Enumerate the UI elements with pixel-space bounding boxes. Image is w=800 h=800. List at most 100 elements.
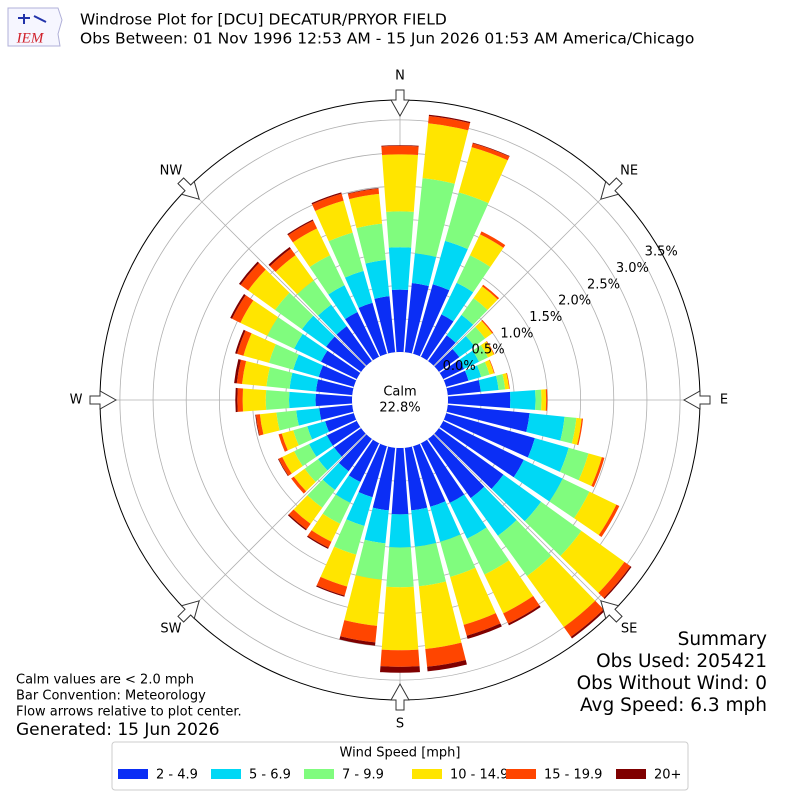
bar-segment	[316, 576, 348, 596]
bar-segment	[234, 359, 241, 384]
direction-label: SW	[160, 622, 181, 637]
bar-segment	[325, 413, 357, 432]
bar-segment	[381, 586, 419, 651]
bar-segment	[287, 219, 314, 236]
bar-segment	[414, 178, 455, 258]
generated: Generated: 15 Jun 2026	[16, 720, 220, 740]
flow-arrow	[177, 177, 200, 200]
note-line: Calm values are < 2.0 mph	[16, 673, 194, 688]
flow-arrow	[390, 682, 410, 711]
bar-segment	[560, 416, 577, 444]
bar-segment	[237, 330, 252, 356]
bar-segment	[430, 501, 461, 542]
legend-swatch	[616, 769, 646, 779]
bar-segment	[318, 365, 357, 387]
bar-segment	[319, 404, 354, 420]
bar-segment	[344, 270, 373, 308]
bar-segment	[481, 284, 500, 300]
legend-swatch	[211, 769, 241, 779]
bar-segment	[309, 255, 345, 295]
bar-segment	[563, 600, 604, 637]
calm-value: 22.8%	[379, 401, 420, 416]
r-tick-label: 2.5%	[587, 277, 620, 292]
bar-segment	[571, 417, 582, 445]
legend-swatch	[506, 769, 536, 779]
bar-segment	[447, 391, 511, 409]
bar-segment	[336, 326, 372, 366]
bar-segment	[446, 380, 481, 396]
bar-segment	[307, 535, 329, 549]
bar-segment	[328, 285, 358, 320]
bar-segment	[502, 373, 510, 390]
bar-segment	[445, 192, 489, 250]
bar-segment	[526, 413, 565, 441]
bar-segment	[365, 259, 390, 299]
bar-segment	[346, 492, 373, 526]
bar-segment	[243, 333, 276, 363]
direction-label: NW	[160, 163, 183, 178]
bar-segment	[267, 317, 303, 349]
r-tick-label: 1.5%	[529, 310, 562, 325]
bar-segment	[288, 220, 318, 243]
bar-segment	[481, 319, 494, 334]
bar-segment	[317, 304, 347, 335]
bar-segment	[318, 447, 342, 471]
bar-segment	[389, 514, 411, 548]
bar-segment	[356, 223, 386, 264]
bar-segment	[434, 348, 460, 372]
bar-segment	[578, 453, 602, 487]
bar-segment	[328, 232, 364, 278]
bar-segment	[364, 507, 389, 544]
bar-segment	[281, 430, 299, 451]
bar-segment	[348, 439, 380, 483]
grid-spoke	[433, 433, 613, 613]
bar-segment	[446, 404, 530, 432]
bar-segment	[465, 326, 486, 347]
bar-segment	[467, 527, 509, 575]
bar-segment	[446, 314, 474, 343]
bar-segment	[404, 446, 428, 511]
bar-segment	[425, 642, 466, 667]
bar-segment	[236, 359, 247, 384]
bar-segment	[287, 514, 307, 531]
bar-segment	[312, 193, 344, 212]
legend: Wind Speed [mph] 2 - 4.9 5 - 6.9 7 - 9.9 10 …	[111, 741, 689, 791]
bar-segment	[480, 231, 506, 248]
calm-label: Calm	[383, 385, 416, 400]
bar-segment	[278, 456, 292, 476]
bar-segment	[307, 479, 336, 508]
bar-segment	[289, 391, 316, 409]
note-line: Bar Convention: Meteorology	[16, 689, 206, 704]
bar-segment	[381, 145, 419, 156]
bar-segment	[527, 438, 569, 472]
direction-label: S	[396, 717, 404, 732]
bar-segment	[577, 418, 584, 446]
bar-segment	[443, 413, 535, 458]
grid-spoke	[433, 187, 613, 367]
bar-segment	[307, 421, 329, 440]
bar-segment	[374, 296, 396, 354]
bar-segment	[294, 443, 317, 467]
bar-segment	[603, 566, 632, 599]
bar-segment	[320, 350, 361, 380]
bar-segment	[311, 192, 342, 205]
bar-segment	[320, 546, 357, 587]
bar-segment	[449, 494, 487, 539]
bar-segment	[450, 567, 496, 625]
flow-arrow	[600, 600, 623, 623]
bar-segment	[322, 462, 349, 491]
bar-segment	[526, 555, 596, 628]
bar-segment	[411, 507, 437, 547]
bar-segment	[232, 295, 254, 323]
legend-title: Wind Speed [mph]	[340, 746, 461, 761]
flow-arrow	[177, 600, 200, 623]
bar-segment	[322, 494, 351, 524]
bar-segment	[358, 443, 387, 498]
bar-segment	[486, 340, 495, 355]
bar-segment	[311, 513, 341, 542]
legend-label: 2 - 4.9	[156, 768, 198, 783]
bar-segment	[463, 613, 501, 636]
bar-segment	[338, 434, 372, 472]
grid-spoke	[187, 187, 367, 367]
